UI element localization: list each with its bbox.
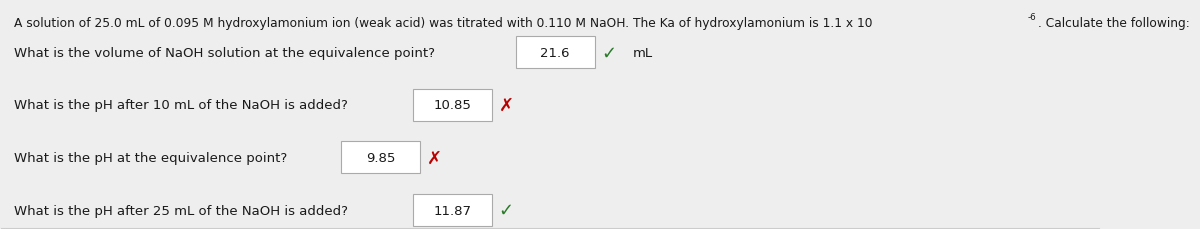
Text: 11.87: 11.87 [433, 204, 472, 217]
Text: ✗: ✗ [498, 96, 514, 114]
Text: . Calculate the following:: . Calculate the following: [1038, 17, 1190, 30]
FancyBboxPatch shape [413, 194, 492, 226]
Text: What is the volume of NaOH solution at the equivalence point?: What is the volume of NaOH solution at t… [14, 46, 434, 60]
Text: ✗: ✗ [427, 149, 442, 167]
Text: 10.85: 10.85 [433, 99, 472, 112]
Text: A solution of 25.0 mL of 0.095 M hydroxylamonium ion (weak acid) was titrated wi: A solution of 25.0 mL of 0.095 M hydroxy… [14, 17, 872, 30]
Text: What is the pH after 10 mL of the NaOH is added?: What is the pH after 10 mL of the NaOH i… [14, 99, 348, 112]
Text: ✓: ✓ [601, 44, 617, 62]
Text: What is the pH after 25 mL of the NaOH is added?: What is the pH after 25 mL of the NaOH i… [14, 204, 348, 217]
Text: -6: -6 [1028, 13, 1037, 22]
FancyBboxPatch shape [413, 90, 492, 121]
FancyBboxPatch shape [516, 37, 595, 69]
Text: ✓: ✓ [499, 201, 514, 219]
Text: 21.6: 21.6 [540, 46, 570, 60]
Text: mL: mL [634, 46, 653, 60]
Text: What is the pH at the equivalence point?: What is the pH at the equivalence point? [14, 151, 287, 164]
FancyBboxPatch shape [341, 142, 420, 174]
Text: 9.85: 9.85 [366, 151, 395, 164]
